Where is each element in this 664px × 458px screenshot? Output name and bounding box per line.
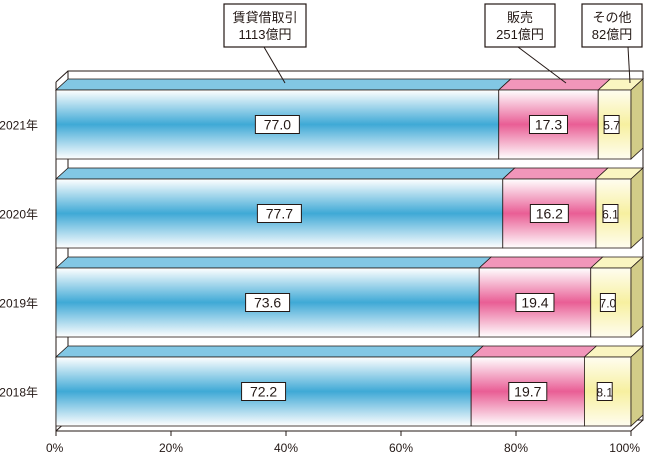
data-label-box — [245, 293, 291, 312]
data-label: 73.6 — [254, 295, 281, 311]
category-label: 2021年 — [0, 119, 38, 133]
bar-top-face — [54, 167, 516, 180]
bar-top-face — [501, 167, 609, 180]
callout-leader — [517, 46, 567, 84]
data-label-box — [241, 382, 287, 401]
bar-top-face — [54, 256, 493, 269]
data-label: 7.0 — [600, 297, 617, 311]
bar-side-face — [630, 256, 644, 338]
category-label: 2019年 — [0, 297, 38, 311]
data-label: 6.1 — [602, 208, 619, 222]
x-tick-label: 60% — [389, 441, 413, 455]
data-label: 19.4 — [521, 295, 548, 311]
bar-side-face — [630, 78, 644, 160]
x-axis-tick-labels: 0% 20% 40% 60% 80% 100% — [46, 441, 640, 455]
category-labels: 2021年 2020年 2019年 2018年 — [0, 119, 38, 400]
callout-label: 販売 — [507, 10, 533, 25]
data-label-box — [603, 115, 620, 134]
data-label-box — [515, 293, 555, 312]
callout-box — [223, 3, 307, 48]
x-tick-label: 80% — [504, 441, 528, 455]
bar-top-face — [470, 345, 598, 358]
data-label: 17.3 — [535, 117, 562, 133]
data-label: 5.7 — [603, 119, 620, 133]
bar-top-face — [54, 345, 485, 358]
plot-right-depth-bottom — [630, 419, 644, 432]
x-tick-label: 0% — [46, 441, 64, 455]
x-axis-ticks — [55, 431, 632, 436]
data-label: 72.2 — [250, 384, 277, 400]
data-label: 19.7 — [514, 384, 541, 400]
bar-top-face — [497, 78, 612, 91]
callout-leader — [263, 46, 286, 84]
x-tick-label: 20% — [159, 441, 183, 455]
callout-value: 251億円 — [496, 27, 544, 42]
data-label: 77.7 — [266, 206, 293, 222]
callout-box — [484, 3, 556, 48]
data-label: 16.2 — [536, 206, 563, 222]
data-label: 77.0 — [264, 117, 291, 133]
callout-leader — [627, 46, 631, 84]
data-label-box — [528, 115, 568, 134]
bars-layer: 77.0 17.3 5.7 77.7 16.2 6.1 73.6 19.4 7.0 72.2 19.… — [54, 78, 645, 427]
x-tick-label: 40% — [274, 441, 298, 455]
category-label: 2020年 — [0, 208, 38, 222]
data-label-box — [256, 204, 302, 223]
callout-value: 82億円 — [592, 27, 632, 42]
callout-box — [581, 3, 643, 48]
plot-left-depth-top — [55, 70, 69, 83]
callout-label: その他 — [592, 10, 631, 25]
series-callouts: 賃貸借取引 1113億円 販売 251億円 その他 82億円 — [223, 3, 643, 84]
bar-side-face — [630, 345, 644, 427]
x-tick-label: 100% — [609, 441, 640, 455]
bar-side-face — [630, 167, 644, 249]
data-label-box — [602, 204, 619, 223]
data-label-box — [508, 382, 548, 401]
data-label-box — [599, 293, 616, 312]
category-label: 2018年 — [0, 386, 38, 400]
data-label-box — [254, 115, 300, 134]
bar-top-face — [478, 256, 604, 269]
data-label-box — [596, 382, 613, 401]
callout-label: 賃貸借取引 — [232, 10, 297, 25]
callout-value: 1113億円 — [239, 27, 292, 42]
data-label: 8.1 — [596, 386, 613, 400]
data-label-box — [529, 204, 569, 223]
